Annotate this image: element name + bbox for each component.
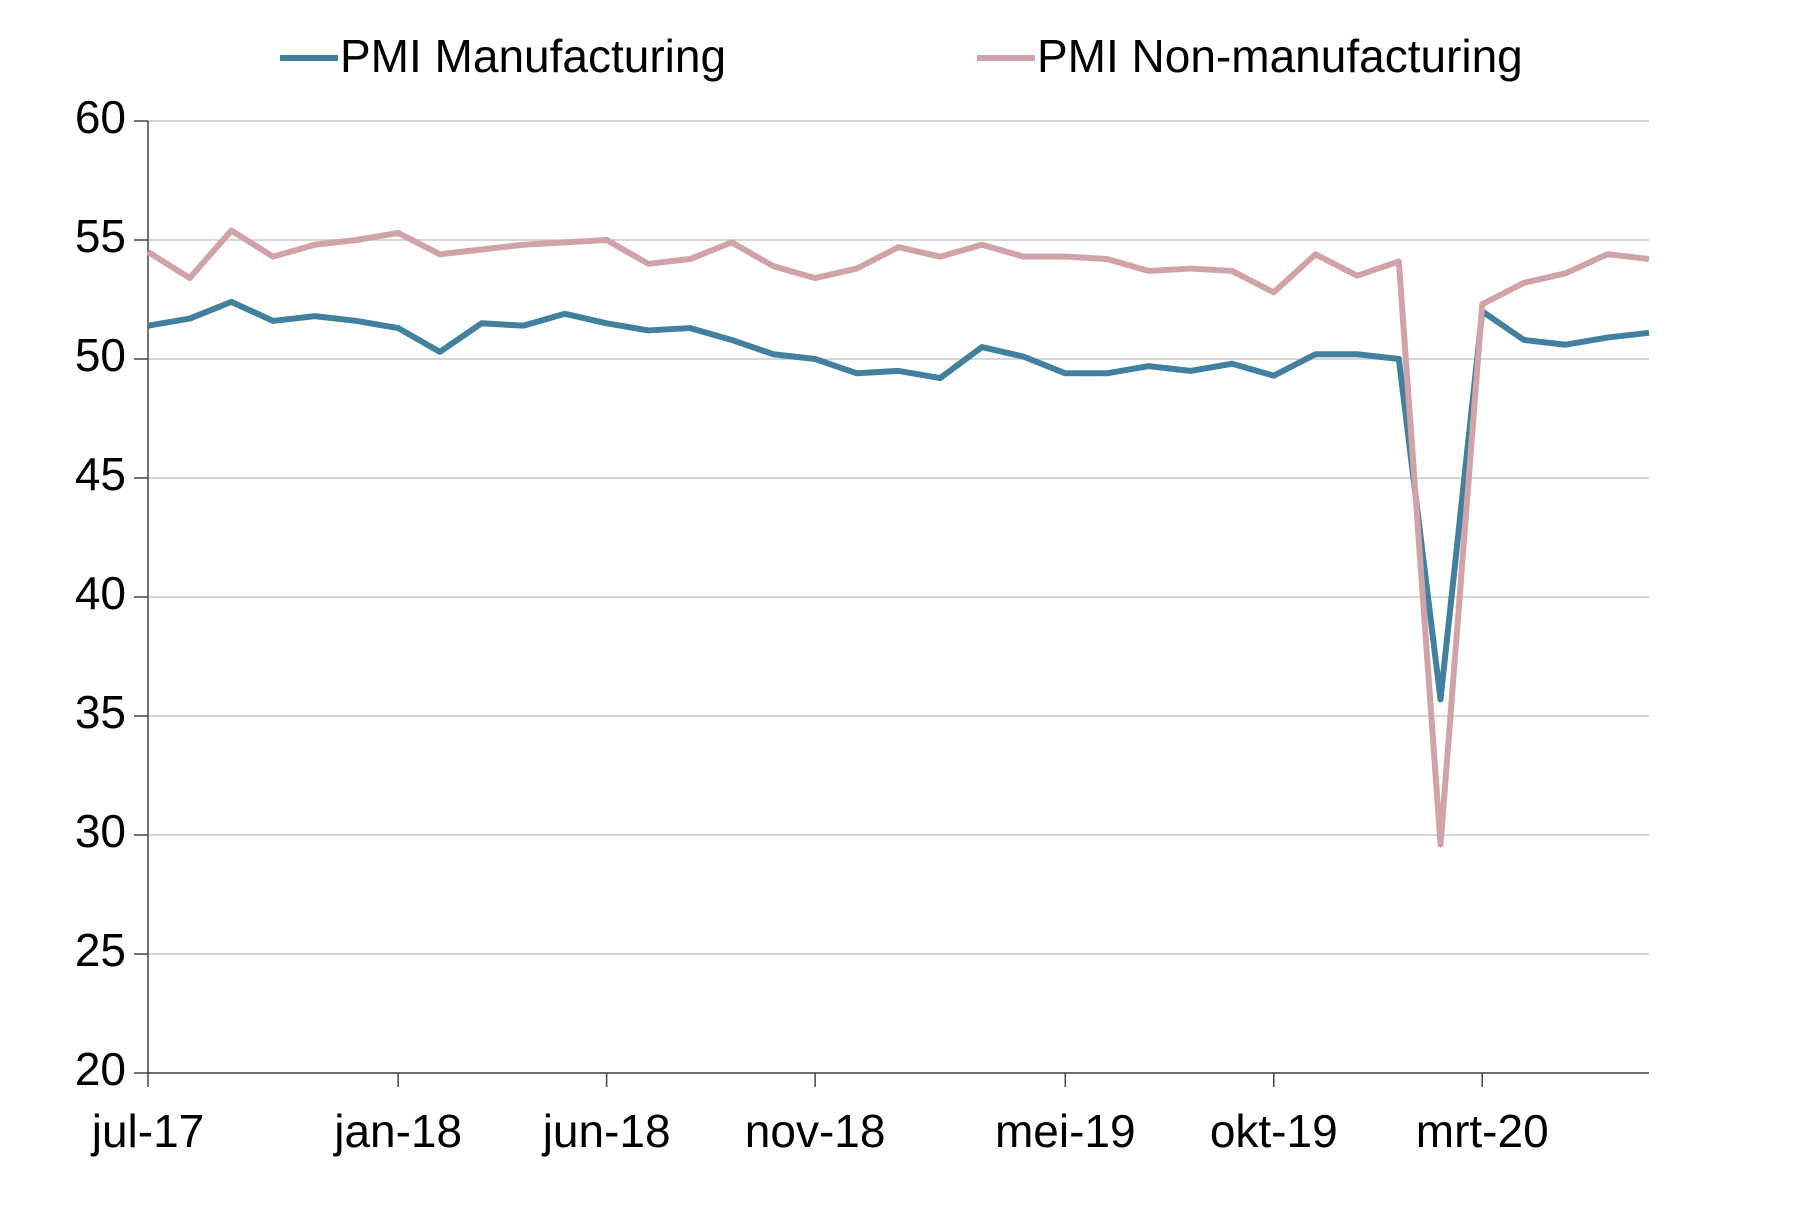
x-tick-label: mei-19 [995, 1105, 1136, 1157]
legend-label: PMI Non-manufacturing [1037, 30, 1523, 82]
x-tick-label: nov-18 [745, 1105, 886, 1157]
legend-label: PMI Manufacturing [340, 30, 726, 82]
y-tick-label: 40 [75, 567, 126, 619]
x-tick-label: jun-18 [541, 1105, 671, 1157]
y-tick-label: 60 [75, 91, 126, 143]
x-tick-label: jul-17 [90, 1105, 205, 1157]
y-tick-label: 55 [75, 210, 126, 262]
y-tick-label: 50 [75, 329, 126, 381]
y-tick-label: 30 [75, 805, 126, 857]
x-tick-label: jan-18 [332, 1105, 462, 1157]
y-tick-label: 35 [75, 686, 126, 738]
y-tick-label: 25 [75, 924, 126, 976]
series-line [146, 227, 1650, 848]
y-tick-label: 45 [75, 448, 126, 500]
y-tick-label: 20 [75, 1043, 126, 1095]
x-tick-label: okt-19 [1210, 1105, 1338, 1157]
series-line [147, 298, 1650, 703]
x-tick-label: mrt-20 [1416, 1105, 1549, 1157]
